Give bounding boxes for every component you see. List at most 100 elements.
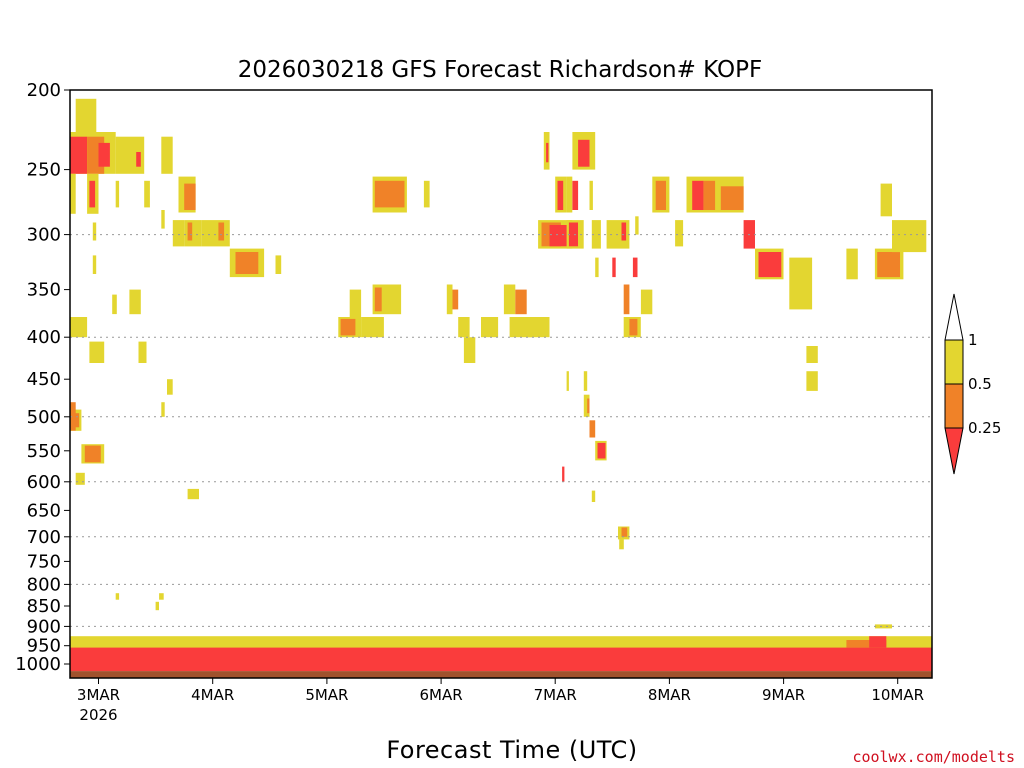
y-tick-label: 600: [27, 472, 61, 493]
heatmap-cell: [562, 466, 565, 482]
heatmap-cell: [877, 252, 900, 278]
heatmap-cell: [72, 413, 80, 428]
heatmap-cell: [632, 257, 638, 278]
legend-swatch: [944, 427, 964, 475]
heatmap-cell: [112, 294, 117, 315]
heatmap-cell: [92, 255, 97, 274]
x-axis: 3MAR 2026 4MAR 5MAR 6MAR 7MAR 8MAR 9MAR 10MAR: [77, 678, 924, 724]
heatmap-cell: [869, 636, 887, 648]
heatmap-cell: [155, 601, 159, 611]
x-tick-label: 6MAR: [420, 686, 463, 704]
heatmap-cell: [720, 186, 744, 210]
legend-swatch: [944, 339, 964, 385]
y-tick-label: 850: [27, 596, 61, 617]
color-legend: 1 0.5 0.25: [944, 293, 1001, 475]
heatmap-cell: [275, 255, 282, 274]
heatmap-cell: [892, 220, 927, 253]
heatmap-cell: [568, 222, 578, 247]
heatmap-cell: [789, 257, 813, 310]
heatmap-cell: [515, 289, 527, 315]
y-tick-label: 500: [27, 407, 61, 428]
heatmap-cell: [167, 379, 173, 395]
x-tick-label: 5MAR: [305, 686, 348, 704]
x-tick-label: 4MAR: [191, 686, 234, 704]
heatmap-cell: [578, 139, 590, 167]
heatmap-cell: [583, 394, 590, 417]
heatmap-cell: [187, 222, 193, 241]
heatmap-cell: [629, 318, 638, 336]
heatmap-cell: [846, 640, 887, 648]
legend-swatch: [944, 293, 964, 341]
heatmap-cell: [589, 180, 593, 210]
heatmap-cell: [806, 371, 818, 391]
y-tick-label: 950: [27, 636, 61, 657]
y-tick-label: 1000: [15, 654, 61, 675]
ground-band: [70, 671, 932, 678]
legend-label: 1: [968, 331, 978, 349]
heatmap-cell: [758, 252, 782, 278]
y-tick-label: 900: [27, 616, 61, 637]
heatmap-cell: [846, 248, 858, 280]
heatmap-cell: [880, 183, 892, 217]
heatmap-cell: [89, 180, 96, 208]
heatmap-cell: [70, 647, 932, 672]
heatmap-cell: [566, 371, 569, 391]
heatmap-cell: [184, 183, 196, 210]
heatmap-cell: [70, 136, 88, 174]
heatmap-cell: [374, 180, 405, 208]
heatmap-cell: [172, 220, 185, 247]
heatmap-cell: [747, 640, 761, 648]
heatmap-cell: [597, 442, 606, 459]
heatmap-cell: [621, 527, 628, 537]
x-tick-label: 9MAR: [762, 686, 805, 704]
heatmap-cell: [463, 337, 476, 363]
heatmap-cell: [161, 210, 165, 229]
heatmap-cell: [161, 136, 173, 174]
heatmap-cell: [452, 289, 459, 310]
heatmap-cell: [606, 220, 618, 249]
x-tick-label: 3MAR: [77, 686, 120, 704]
heatmap-cell: [144, 180, 150, 208]
heatmap-cell: [115, 593, 120, 600]
heatmap-cell: [546, 142, 549, 163]
heatmap-cell: [655, 180, 666, 210]
heatmap-cell: [349, 289, 362, 317]
heatmap-cell: [623, 284, 630, 315]
heatmap-cell: [503, 284, 516, 315]
y-tick-label: 800: [27, 574, 61, 595]
y-tick-label: 550: [27, 441, 61, 462]
heatmap-cell: [619, 539, 624, 550]
heatmap-cell: [92, 222, 97, 241]
heatmap-cell: [70, 402, 76, 431]
heatmap-cell: [235, 252, 259, 274]
heatmap-cell: [806, 346, 818, 363]
heatmap-cell: [526, 317, 550, 338]
y-tick-label: 700: [27, 527, 61, 548]
heatmap-cell: [115, 180, 120, 208]
heatmap-cell: [201, 220, 230, 247]
x-tick-label: 10MAR: [871, 686, 924, 704]
heatmap-cell: [374, 287, 382, 312]
chart-title: 2026030218 GFS Forecast Richardson# KOPF: [238, 57, 762, 83]
y-tick-label: 450: [27, 369, 61, 390]
heatmap-cell: [595, 257, 599, 278]
heatmap-cell: [75, 98, 97, 140]
heatmap-cell: [70, 173, 76, 214]
x-tick-sublabel: 2026: [79, 706, 117, 724]
heatmap-cell: [187, 488, 199, 500]
y-tick-label: 650: [27, 500, 61, 521]
credit-text: coolwx.com/modelts: [852, 748, 1015, 766]
heatmap-cell: [692, 180, 704, 210]
heatmap-cell: [361, 317, 384, 338]
heatmap-cell: [184, 220, 202, 247]
heatmap-cell: [98, 142, 110, 167]
heatmap-cell: [384, 284, 402, 315]
heatmap-cell: [423, 180, 430, 208]
heatmap-cell: [138, 341, 147, 363]
heatmap-cell: [84, 445, 101, 463]
heatmap-cell: [587, 398, 590, 414]
heatmap-cell: [703, 180, 716, 210]
heatmap-cell: [566, 176, 573, 213]
heatmap-cell: [340, 318, 356, 336]
